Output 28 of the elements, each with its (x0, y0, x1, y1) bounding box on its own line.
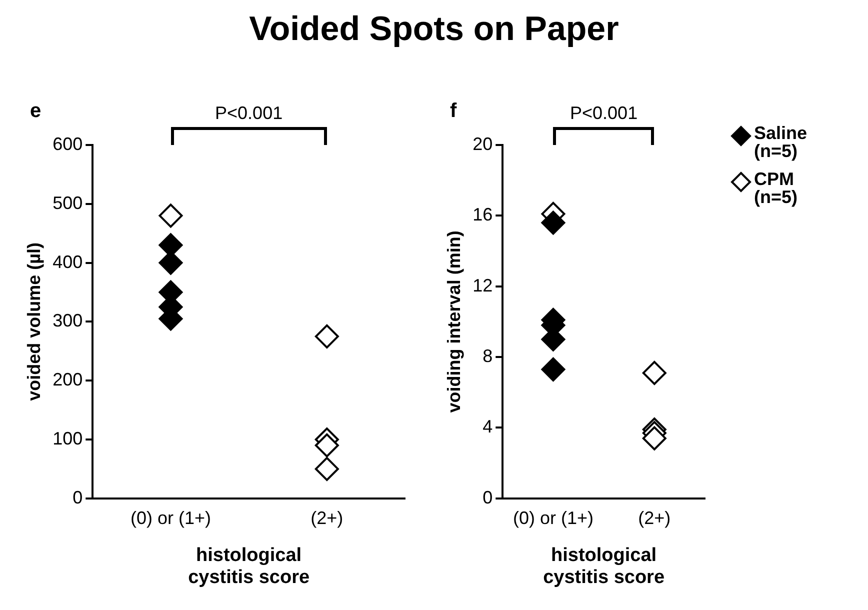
text: f (450, 100, 457, 123)
y-tick-label: 0 (482, 487, 493, 508)
y-tick-label: 100 (52, 428, 83, 448)
text: P<0.001 (215, 103, 283, 124)
legend-label: CPM (n=5) (754, 169, 799, 207)
x-tick-label: (2+) (310, 508, 344, 528)
y-tick-label: 4 (482, 416, 493, 437)
y-tick-label: 300 (52, 310, 83, 331)
y-tick-label: 200 (52, 370, 83, 390)
y-tick-label: 16 (472, 204, 493, 225)
legend-label: Saline (n=5) (754, 123, 808, 161)
x-tick-label: (0) or (1+) (512, 508, 594, 528)
text: P<0.001 (570, 103, 638, 124)
x-axis-title: histological cystitis score (187, 545, 311, 589)
text: e (30, 100, 42, 123)
x-tick-label: (2+) (638, 508, 671, 528)
x-tick-label: (0) or (1+) (130, 508, 211, 528)
y-axis-title: voiding interval (min) (444, 230, 464, 413)
y-axis-title: voided volume (µl) (24, 242, 44, 401)
y-tick-label: 20 (472, 134, 493, 154)
y-tick-label: 8 (482, 346, 493, 366)
y-tick-label: 12 (472, 275, 493, 296)
chart-title: Voided Spots on Paper (248, 10, 620, 49)
x-axis-title: histological cystitis score (542, 545, 666, 589)
y-tick-label: 500 (52, 192, 83, 213)
y-tick-label: 600 (52, 134, 83, 154)
y-tick-label: 0 (72, 487, 83, 508)
y-tick-label: 400 (52, 252, 83, 272)
